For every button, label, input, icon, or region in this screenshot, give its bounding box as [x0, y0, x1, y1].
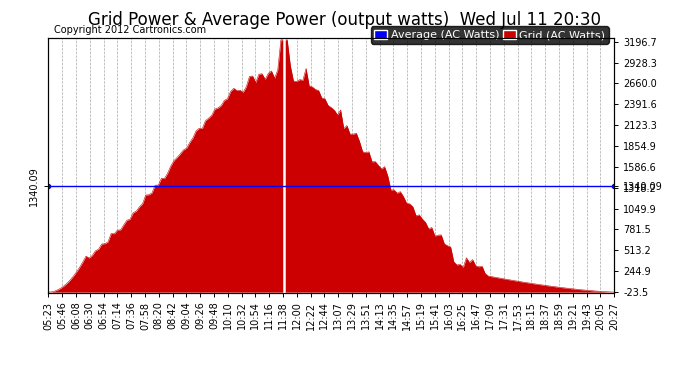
Text: Copyright 2012 Cartronics.com: Copyright 2012 Cartronics.com	[54, 25, 206, 35]
Legend: Average (AC Watts), Grid (AC Watts): Average (AC Watts), Grid (AC Watts)	[371, 27, 609, 44]
Text: Grid Power & Average Power (output watts)  Wed Jul 11 20:30: Grid Power & Average Power (output watts…	[88, 11, 602, 29]
